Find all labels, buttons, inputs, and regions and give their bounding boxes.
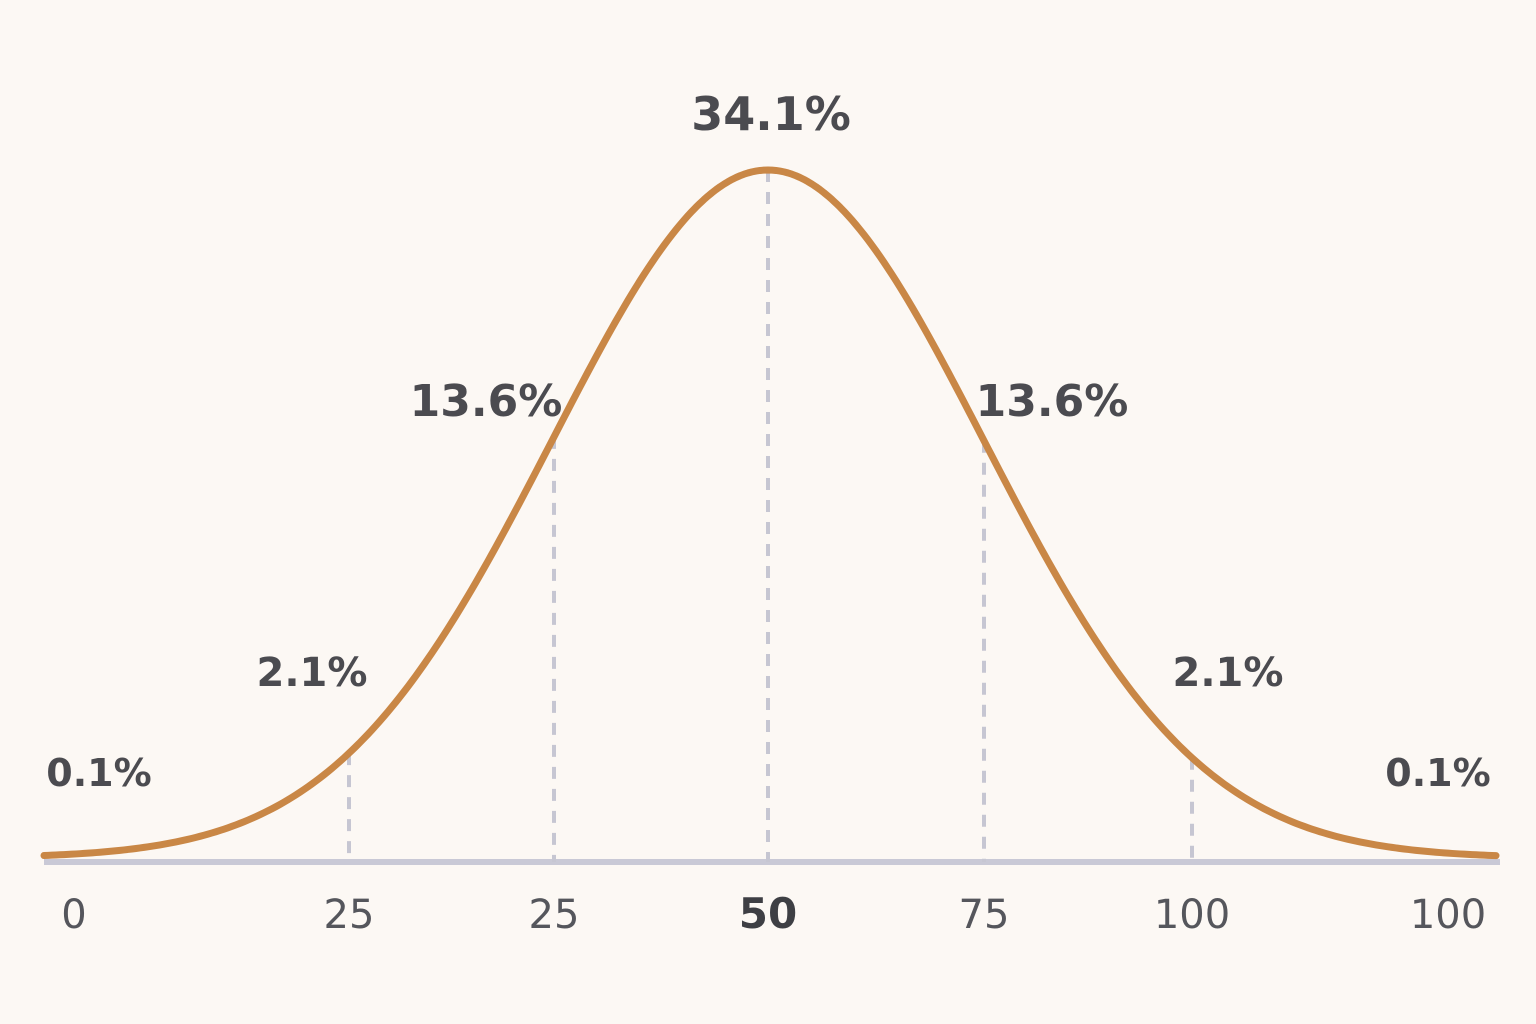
x-tick-label: 100 <box>1410 892 1486 938</box>
x-tick-label: 75 <box>959 892 1010 938</box>
percentage-label: 13.6% <box>976 376 1129 427</box>
x-tick-label: 50 <box>739 889 797 938</box>
x-tick-label: 0 <box>61 892 86 938</box>
percentage-label: 34.1% <box>691 87 851 141</box>
percentage-label: 13.6% <box>410 376 563 427</box>
percentage-label: 2.1% <box>1173 650 1284 696</box>
x-tick-label: 100 <box>1154 892 1230 938</box>
x-tick-label: 25 <box>324 892 375 938</box>
percentage-label: 0.1% <box>46 751 151 795</box>
bell-curve-line <box>40 166 1500 860</box>
percentage-label: 2.1% <box>257 650 368 696</box>
x-tick-label: 25 <box>529 892 580 938</box>
percentage-label: 0.1% <box>1385 751 1490 795</box>
